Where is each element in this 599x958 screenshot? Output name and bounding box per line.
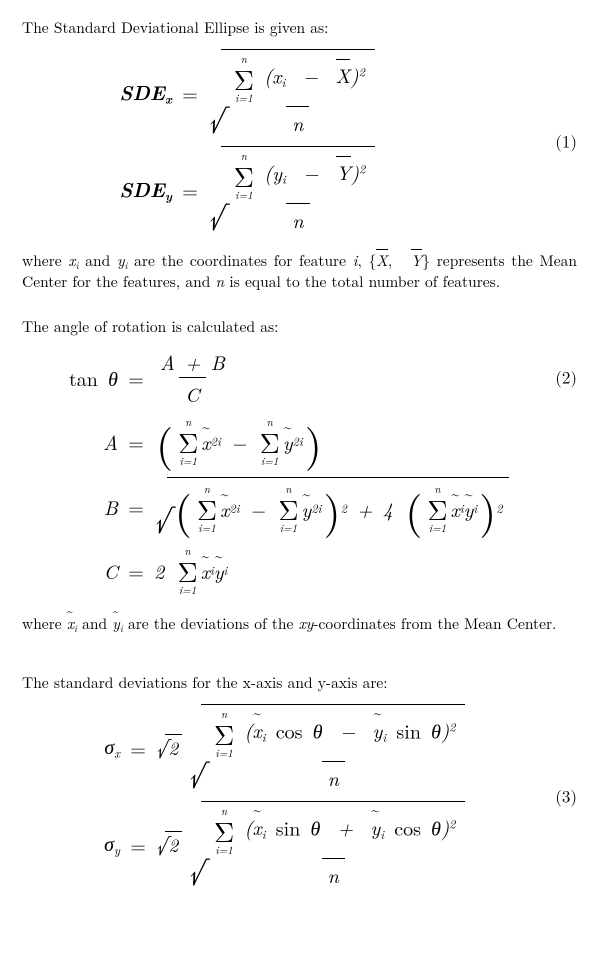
angle-post: where xi and yi are the deviations of th…	[22, 614, 577, 635]
sde-intro: The Standard Deviational Ellipse is give…	[22, 18, 577, 39]
sigma-y-rhs: √2 √ nΣi=1 (xi sin θ + yi cos θ	[156, 801, 465, 888]
equation-1: (1) SDEx = √ nΣi=1 (xi − X)2 n	[22, 49, 577, 233]
eq2-number: (2)	[555, 366, 577, 389]
sde-y-lhs: SDEy	[22, 175, 172, 204]
B-rhs: √ ( nΣi=1 x2i − nΣi=1 y2i )2 + 4 ( nΣi=1…	[154, 477, 509, 536]
tan-theta-rhs: A + B C	[154, 348, 231, 407]
sde-post: where xi and yi are the coordinates for …	[22, 251, 577, 293]
A-rhs: ( nΣi=1 x2i − nΣi=1 y2i )	[154, 417, 324, 467]
sde-x-rhs: √ nΣi=1 (xi − X)2 n	[208, 49, 375, 136]
C-rhs: 2 nΣi=1 xiyi	[154, 546, 227, 596]
sigma-y-lhs: σy	[22, 829, 120, 858]
sigma-intro: The standard deviations for the x-axis a…	[22, 673, 577, 694]
tan-theta-lhs: tan θ	[22, 364, 118, 391]
equation-3: (3) σx = √2 √ nΣi=1 (xi cos θ −	[22, 704, 577, 888]
sigma-x-rhs: √2 √ nΣi=1 (xi cos θ − yi sin θ	[156, 704, 465, 791]
sigma-x-lhs: σx	[22, 732, 120, 761]
eq3-number: (3)	[555, 784, 577, 807]
equation-2: (2) tan θ = A + B C A = ( nΣi=1 x2i − nΣ…	[22, 348, 577, 596]
angle-intro: The angle of rotation is calculated as:	[22, 317, 577, 338]
eq1-number: (1)	[555, 129, 577, 152]
sde-y-rhs: √ nΣi=1 (yi − Y)2 n	[208, 146, 375, 233]
sde-x-lhs: SDEx	[22, 78, 172, 107]
